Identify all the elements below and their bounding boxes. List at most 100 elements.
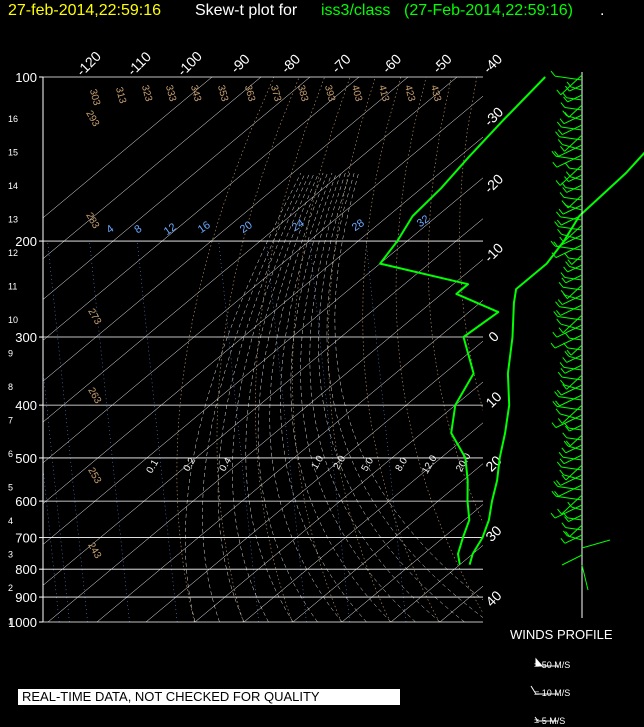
header-source: iss3/class (321, 2, 391, 19)
wind-barb (559, 136, 583, 141)
wind-barb (557, 485, 583, 491)
isotherm-line (43, 77, 262, 259)
isotherm-line (43, 77, 458, 423)
isotherm-line (43, 77, 213, 219)
wind-barb-flag (558, 327, 564, 334)
wind-barb (560, 323, 583, 331)
wind-barb-flag (557, 228, 562, 235)
moist-adiabat-line (202, 172, 306, 622)
wind-barb-flag (555, 310, 561, 316)
moist-adiabat-line (232, 172, 315, 622)
wind-barb (566, 354, 583, 363)
height-km-tick-label: 15 (8, 148, 18, 158)
wind-barb (568, 427, 583, 431)
wind-barb-flag (562, 357, 568, 363)
dry-adiabat-label: 333 (163, 84, 178, 103)
isotherm-right-label: 30 (482, 522, 504, 544)
wind-barb (560, 304, 583, 316)
wind-barb-flag (565, 425, 570, 432)
pressure-tick-label: 1000 (8, 615, 37, 630)
dry-adiabat-label: 383 (295, 84, 310, 103)
wind-barb (564, 384, 583, 391)
wind-barb-flag (555, 480, 561, 486)
wind-barb (554, 334, 583, 349)
height-km-tick-label: 11 (8, 282, 17, 292)
isotherm-line (538, 77, 644, 622)
wind-barb-flag (554, 221, 559, 227)
wind-barb (570, 176, 583, 181)
pressure-tick-label: 100 (15, 70, 37, 85)
wind-barb-flag (563, 512, 568, 519)
mixing-ratio-label-lower: 12.0 (420, 453, 439, 476)
wind-barb-flag (561, 522, 567, 528)
wind-barb-flag (564, 176, 569, 182)
wind-barb-flag (551, 422, 557, 428)
wind-barb (565, 464, 583, 481)
dry-adiabat-label: 433 (428, 84, 443, 103)
isotherm-top-label: -110 (124, 48, 155, 79)
moist-adiabat-line (257, 172, 324, 622)
moist-adiabat-line (280, 172, 367, 622)
isotherm-line (439, 585, 483, 622)
wind-barb (557, 234, 583, 248)
wind-barb (567, 347, 583, 351)
wind-barb (563, 474, 583, 481)
wind-barb-flag (554, 391, 559, 397)
dry-adiabat-line (629, 77, 644, 622)
wind-barb-flag (561, 182, 567, 188)
wind-barb-flag (565, 261, 570, 267)
wind-barb (563, 286, 583, 291)
wind-barb-flag (560, 146, 565, 152)
dry-adiabat-label: 353 (215, 84, 230, 103)
wind-barb-flag (559, 469, 565, 476)
wind-barb-flag (556, 121, 562, 128)
wind-barb (554, 75, 583, 81)
wind-barb (564, 134, 583, 152)
wind-legend-symbol-50 (535, 657, 558, 667)
wind-barb (563, 456, 583, 461)
wind-barb (563, 366, 583, 371)
wind-barb (562, 204, 583, 215)
height-km-tick-label: 16 (8, 114, 18, 124)
isotherm-line (43, 218, 483, 586)
mixing-ratio-label: 28 (350, 217, 367, 234)
mixing-ratio-label: 32 (415, 213, 432, 230)
wind-barb (554, 504, 583, 519)
wind-barb (561, 214, 583, 226)
wind-barb-flag (559, 118, 565, 125)
wind-barb (556, 154, 583, 168)
moist-adiabat-line (334, 172, 483, 601)
wind-barb (561, 554, 583, 566)
dry-adiabat-line (292, 77, 351, 622)
wind-barb (563, 454, 583, 465)
wind-barb (569, 524, 583, 537)
mixing-ratio-label: 12 (162, 221, 179, 238)
moist-adiabat-line (245, 172, 319, 622)
height-km-tick-label: 1 (8, 617, 13, 627)
wind-barb (561, 384, 583, 396)
isotherm-right-label: 40 (482, 587, 504, 609)
dry-adiabat-label: 323 (139, 84, 154, 103)
dry-adiabat-label: 423 (402, 84, 417, 103)
moist-adiabat-line (269, 172, 343, 622)
dry-adiabat-label: 363 (242, 84, 257, 103)
isotherm-line (43, 77, 360, 341)
mixing-ratio-line (136, 241, 178, 622)
height-km-tick-label: 6 (8, 449, 13, 459)
dewpoint-profile-line (379, 76, 546, 565)
wind-barb (571, 254, 583, 265)
wind-barb-flag (556, 318, 562, 325)
wind-barb (554, 245, 583, 251)
wind-barb-flag (559, 362, 565, 368)
wind-barb-flag (563, 266, 568, 273)
moist-adiabat-line (326, 172, 483, 618)
isotherm-top-label: -40 (480, 51, 506, 77)
isotherm-top-label: -100 (174, 48, 205, 79)
wind-barb (563, 114, 583, 125)
wind-barb-flag (567, 501, 573, 508)
wind-barb (570, 86, 583, 91)
wind-barb-flag (564, 422, 569, 429)
wind-legend-symbol-5 (534, 716, 558, 722)
wind-barb (561, 233, 583, 241)
wind-barb (564, 277, 583, 281)
